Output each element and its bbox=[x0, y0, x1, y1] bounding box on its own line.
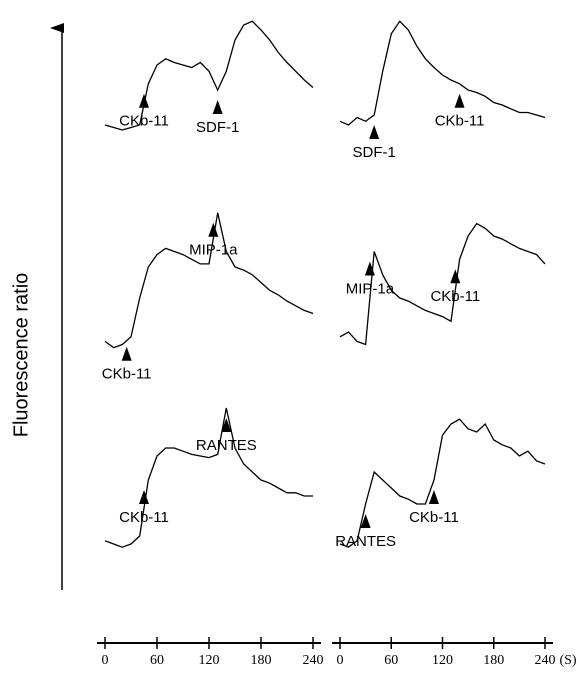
stimulus-marker bbox=[212, 100, 223, 114]
stimulus-label: RANTES bbox=[196, 437, 257, 454]
x-tick-label: 0 bbox=[337, 653, 344, 668]
trace bbox=[339, 418, 546, 548]
x-tick-label: 180 bbox=[483, 653, 504, 668]
x-tick-label: 120 bbox=[432, 653, 453, 668]
stimulus-marker bbox=[360, 514, 371, 528]
stimulus-label: CKb-11 bbox=[430, 288, 480, 305]
x-tick-label: 60 bbox=[150, 653, 164, 668]
trace bbox=[339, 222, 546, 346]
stimulus-marker bbox=[450, 269, 461, 284]
x-tick-label: 240 bbox=[303, 653, 324, 668]
stimulus-label: MIP-1a bbox=[189, 242, 238, 259]
stimulus-label: CKb-11 bbox=[435, 113, 485, 130]
stimulus-marker bbox=[139, 490, 149, 504]
stimulus-marker bbox=[428, 490, 439, 504]
x-unit: (S) bbox=[559, 653, 576, 668]
stimulus-label: CKb-11 bbox=[119, 509, 169, 526]
stimulus-marker bbox=[369, 125, 380, 139]
stimulus-label: RANTES bbox=[335, 533, 396, 550]
trace bbox=[104, 212, 314, 349]
stimulus-marker bbox=[208, 222, 219, 237]
stimulus-label: CKb-11 bbox=[102, 366, 152, 383]
stimulus-marker bbox=[364, 261, 375, 276]
trace bbox=[104, 407, 313, 548]
stimulus-marker bbox=[454, 93, 465, 108]
trace bbox=[104, 20, 314, 131]
stimulus-label: MIP-1a bbox=[346, 280, 395, 297]
x-tick-label: 60 bbox=[384, 653, 398, 668]
x-tick-label: 240 bbox=[535, 653, 556, 668]
x-tick-label: 120 bbox=[199, 653, 220, 668]
stimulus-label: CKb-11 bbox=[409, 509, 459, 526]
y-axis-label: Fluorescence ratio bbox=[10, 273, 32, 438]
stimulus-marker bbox=[121, 346, 132, 361]
trace bbox=[339, 20, 546, 126]
stimulus-marker bbox=[221, 418, 232, 432]
x-tick-label: 0 bbox=[102, 653, 109, 668]
stimulus-label: SDF-1 bbox=[196, 119, 239, 136]
x-tick-label: 180 bbox=[251, 653, 272, 668]
stimulus-marker bbox=[139, 93, 149, 108]
stimulus-label: CKb-11 bbox=[119, 113, 169, 130]
stimulus-label: SDF-1 bbox=[352, 144, 395, 161]
